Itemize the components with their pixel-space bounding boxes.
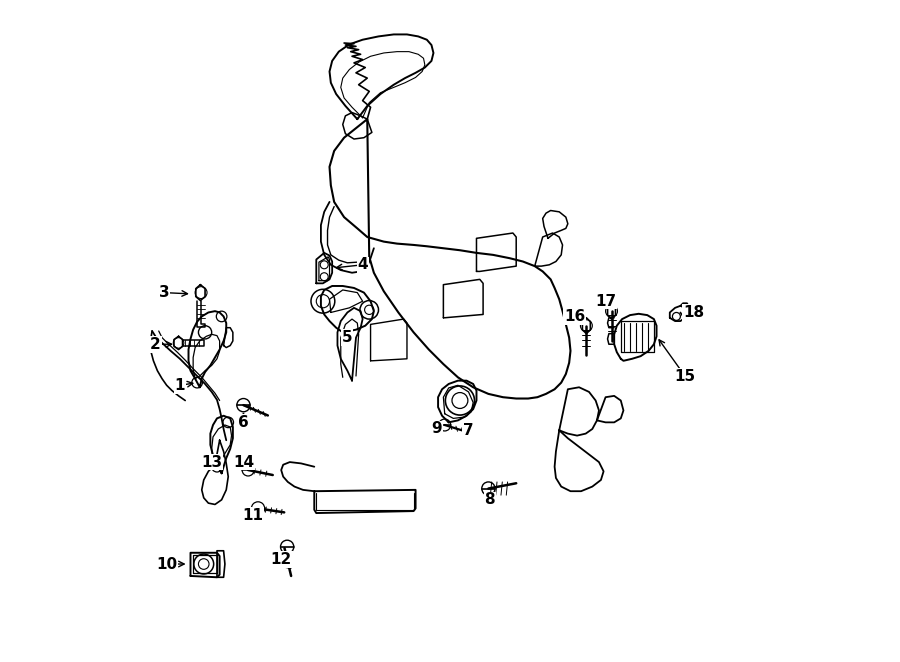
Text: 3: 3: [158, 285, 169, 300]
Text: 15: 15: [674, 369, 696, 383]
Text: 18: 18: [683, 305, 704, 320]
Text: 10: 10: [156, 557, 177, 571]
Text: 6: 6: [238, 415, 248, 430]
Text: 8: 8: [484, 493, 495, 507]
Text: 14: 14: [233, 455, 254, 469]
Text: 9: 9: [431, 422, 442, 436]
Text: 12: 12: [271, 552, 292, 567]
Text: 17: 17: [595, 294, 616, 308]
Text: 4: 4: [357, 258, 368, 272]
Text: 11: 11: [242, 508, 263, 522]
Text: 5: 5: [342, 330, 353, 345]
Text: 7: 7: [464, 423, 473, 438]
Text: 2: 2: [150, 337, 161, 352]
Text: 16: 16: [563, 309, 585, 324]
Text: 13: 13: [201, 455, 222, 469]
Text: 1: 1: [175, 378, 185, 393]
